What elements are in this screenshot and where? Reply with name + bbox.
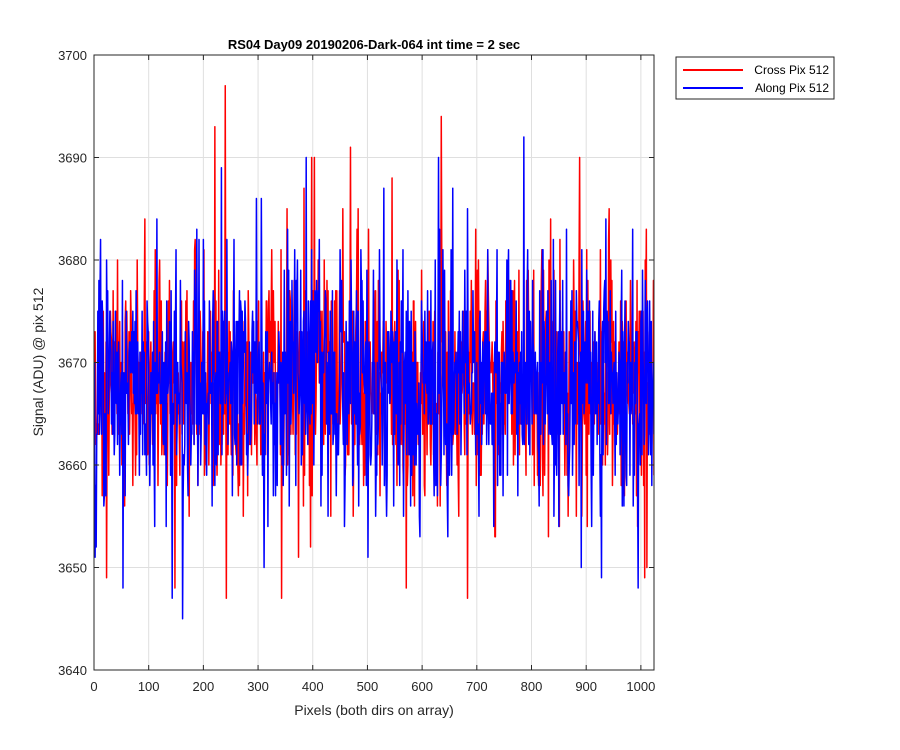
y-tick-label: 3650 bbox=[58, 561, 87, 576]
y-tick-label: 3680 bbox=[58, 253, 87, 268]
legend-box bbox=[675, 56, 835, 100]
series-along-pix-512-line bbox=[94, 136, 654, 620]
x-tick-label: 400 bbox=[302, 679, 324, 694]
series-layer bbox=[94, 85, 654, 620]
x-tick-label: 300 bbox=[247, 679, 269, 694]
chart-title: RS04 Day09 20190206-Dark-064 int time = … bbox=[228, 37, 520, 52]
x-tick-label: 100 bbox=[138, 679, 160, 694]
x-tick-label: 500 bbox=[357, 679, 379, 694]
legend-label-along: Along Pix 512 bbox=[755, 81, 829, 95]
x-tick-label: 700 bbox=[466, 679, 488, 694]
x-tick-label: 800 bbox=[521, 679, 543, 694]
y-tick-label: 3670 bbox=[58, 356, 87, 371]
y-tick-label: 3700 bbox=[58, 48, 87, 63]
legend-label-cross: Cross Pix 512 bbox=[754, 63, 829, 77]
y-tick-label: 3660 bbox=[58, 458, 87, 473]
x-axis-label: Pixels (both dirs on array) bbox=[294, 702, 454, 718]
x-tick-label: 900 bbox=[575, 679, 597, 694]
legend: Cross Pix 512 Along Pix 512 bbox=[675, 56, 835, 100]
y-tick-label: 3690 bbox=[58, 151, 87, 166]
x-tick-label: 600 bbox=[411, 679, 433, 694]
y-axis-label: Signal (ADU) @ pix 512 bbox=[30, 287, 46, 436]
x-tick-label: 0 bbox=[90, 679, 97, 694]
x-tick-label: 1000 bbox=[626, 679, 655, 694]
x-tick-label: 200 bbox=[193, 679, 215, 694]
ticks: 0 100 200 300 400 500 600 700 800 900 1000 3640 3650… bbox=[58, 48, 655, 694]
y-tick-label: 3640 bbox=[58, 663, 87, 678]
